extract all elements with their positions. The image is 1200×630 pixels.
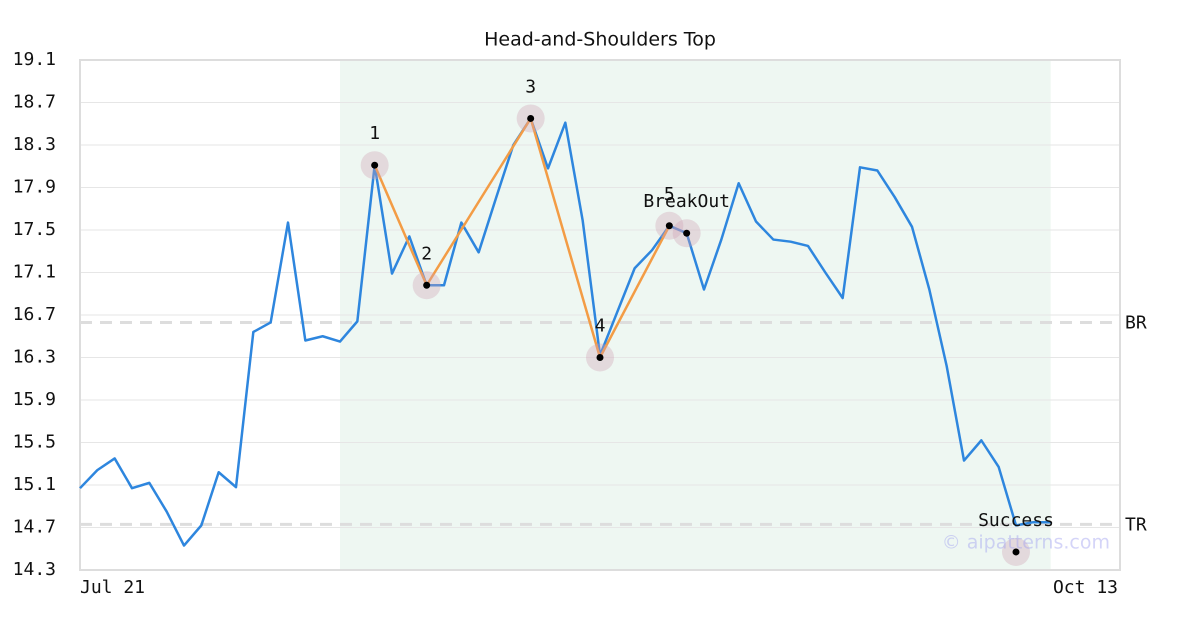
y-tick-label: 18.3 xyxy=(13,134,56,155)
y-tick-label: 17.5 xyxy=(13,219,56,240)
price-line xyxy=(79,117,1051,547)
point-dot xyxy=(1012,548,1020,556)
y-tick-label: 14.7 xyxy=(13,517,56,538)
point-label: 5 xyxy=(664,184,675,205)
y-tick-label: 15.1 xyxy=(13,474,56,495)
point-label: BreakOut xyxy=(643,191,730,212)
point-dot xyxy=(527,114,535,122)
point-label: Success xyxy=(978,510,1054,531)
y-tick-label: 17.9 xyxy=(13,177,56,198)
point-label: 2 xyxy=(421,243,432,264)
level-label: BR xyxy=(1125,312,1147,333)
y-tick-label: 18.7 xyxy=(13,92,56,113)
x-tick-label: Jul 21 xyxy=(80,577,145,598)
watermark: © aipatterns.com xyxy=(942,532,1110,554)
y-tick-label: 17.1 xyxy=(13,262,56,283)
y-tick-label: 16.3 xyxy=(13,347,56,368)
chart-title: Head-and-Shoulders Top xyxy=(484,29,716,51)
y-tick-label: 19.1 xyxy=(13,49,56,70)
point-dot xyxy=(371,161,379,169)
y-tick-label: 15.5 xyxy=(13,432,56,453)
plot-frame xyxy=(79,59,1121,571)
x-tick-label: Oct 13 xyxy=(1053,577,1118,598)
point-label: 3 xyxy=(525,76,536,97)
y-tick-label: 14.3 xyxy=(13,559,56,580)
point-label: 4 xyxy=(595,316,606,337)
y-tick-label: 16.7 xyxy=(13,304,56,325)
point-dot xyxy=(665,222,673,230)
point-dot xyxy=(683,229,691,237)
point-dot xyxy=(596,354,604,361)
point-label: 1 xyxy=(369,123,380,144)
y-tick-label: 15.9 xyxy=(13,389,56,410)
point-dot xyxy=(423,281,431,289)
level-label: TR xyxy=(1125,514,1147,535)
